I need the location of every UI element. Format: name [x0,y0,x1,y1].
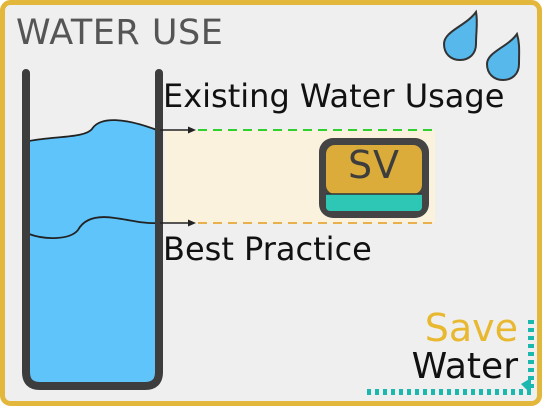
beaker [22,69,163,390]
best-arrow-head [188,219,196,227]
best-practice-level [28,216,158,239]
best-practice-label: Best Practice [163,230,372,268]
page-title: WATER USE [16,13,224,53]
logo-water-text: Water [411,346,518,387]
existing-usage-label: Existing Water Usage [163,77,505,115]
water-fill [29,120,157,383]
sv-badge-text: SV [347,143,401,187]
save-water-logo-bracket [364,320,534,395]
existing-level [28,119,158,142]
sv-badge [319,138,429,218]
existing-arrow-head [188,126,196,134]
logo-save-text: Save [424,306,518,350]
water-drops-icon [442,9,521,82]
